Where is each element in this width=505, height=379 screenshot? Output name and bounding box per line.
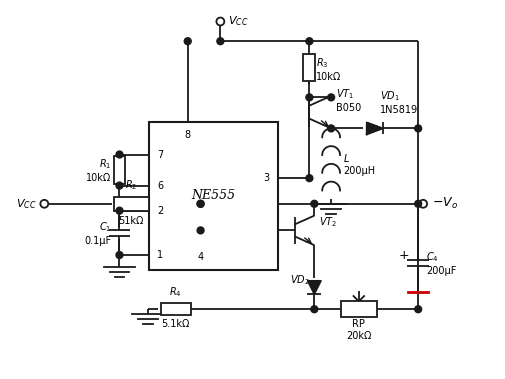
Circle shape (414, 125, 421, 132)
Bar (161, 303, 190, 315)
Circle shape (327, 125, 334, 132)
Text: $VT_2$: $VT_2$ (319, 216, 337, 229)
Text: $-V_o$: $-V_o$ (431, 196, 457, 211)
Bar (340, 301, 376, 317)
Circle shape (306, 38, 312, 45)
Circle shape (327, 94, 334, 101)
Text: $L$
200μH: $L$ 200μH (342, 152, 374, 176)
Circle shape (197, 200, 204, 207)
Circle shape (116, 182, 123, 189)
Text: +: + (398, 249, 409, 262)
Circle shape (310, 306, 317, 313)
Text: RP
20kΩ: RP 20kΩ (345, 319, 371, 341)
Text: $C_4$
200μF: $C_4$ 200μF (425, 250, 456, 276)
Circle shape (217, 38, 223, 45)
Polygon shape (307, 280, 321, 294)
Text: 51kΩ: 51kΩ (119, 216, 144, 226)
Text: $R_1$
10kΩ: $R_1$ 10kΩ (86, 157, 111, 183)
Circle shape (116, 207, 123, 214)
Text: 5.1kΩ: 5.1kΩ (162, 319, 190, 329)
Text: $R_3$
10kΩ: $R_3$ 10kΩ (316, 56, 341, 82)
Circle shape (184, 38, 191, 45)
Text: $VT_1$
B050: $VT_1$ B050 (335, 88, 361, 113)
Text: $C_1$
0.1μF: $C_1$ 0.1μF (84, 220, 111, 246)
Text: 3: 3 (263, 173, 269, 183)
Circle shape (310, 200, 317, 207)
Text: 2: 2 (157, 206, 163, 216)
Text: $V_{CC}$: $V_{CC}$ (228, 15, 248, 28)
Circle shape (306, 94, 312, 101)
Text: NE555: NE555 (191, 190, 235, 202)
Bar (303, 53, 315, 81)
Text: $V_{CC}$: $V_{CC}$ (16, 197, 36, 211)
Text: $R_4$: $R_4$ (169, 285, 182, 299)
Text: 8: 8 (184, 130, 190, 140)
Bar (149, 122, 277, 270)
Text: 4: 4 (197, 252, 203, 262)
Circle shape (414, 306, 421, 313)
Polygon shape (366, 122, 382, 134)
Circle shape (197, 227, 204, 234)
Circle shape (116, 252, 123, 258)
Circle shape (197, 200, 204, 207)
Text: $VD_2$: $VD_2$ (289, 273, 309, 287)
Text: $R_2$: $R_2$ (125, 178, 137, 192)
Text: 1: 1 (157, 250, 163, 260)
Circle shape (306, 175, 312, 182)
Text: 6: 6 (157, 180, 163, 191)
Circle shape (414, 200, 421, 207)
Circle shape (116, 151, 123, 158)
Text: $VD_1$
1N5819: $VD_1$ 1N5819 (379, 89, 417, 114)
Text: 7: 7 (157, 150, 163, 160)
Bar (113, 156, 125, 184)
Bar (114, 197, 148, 211)
